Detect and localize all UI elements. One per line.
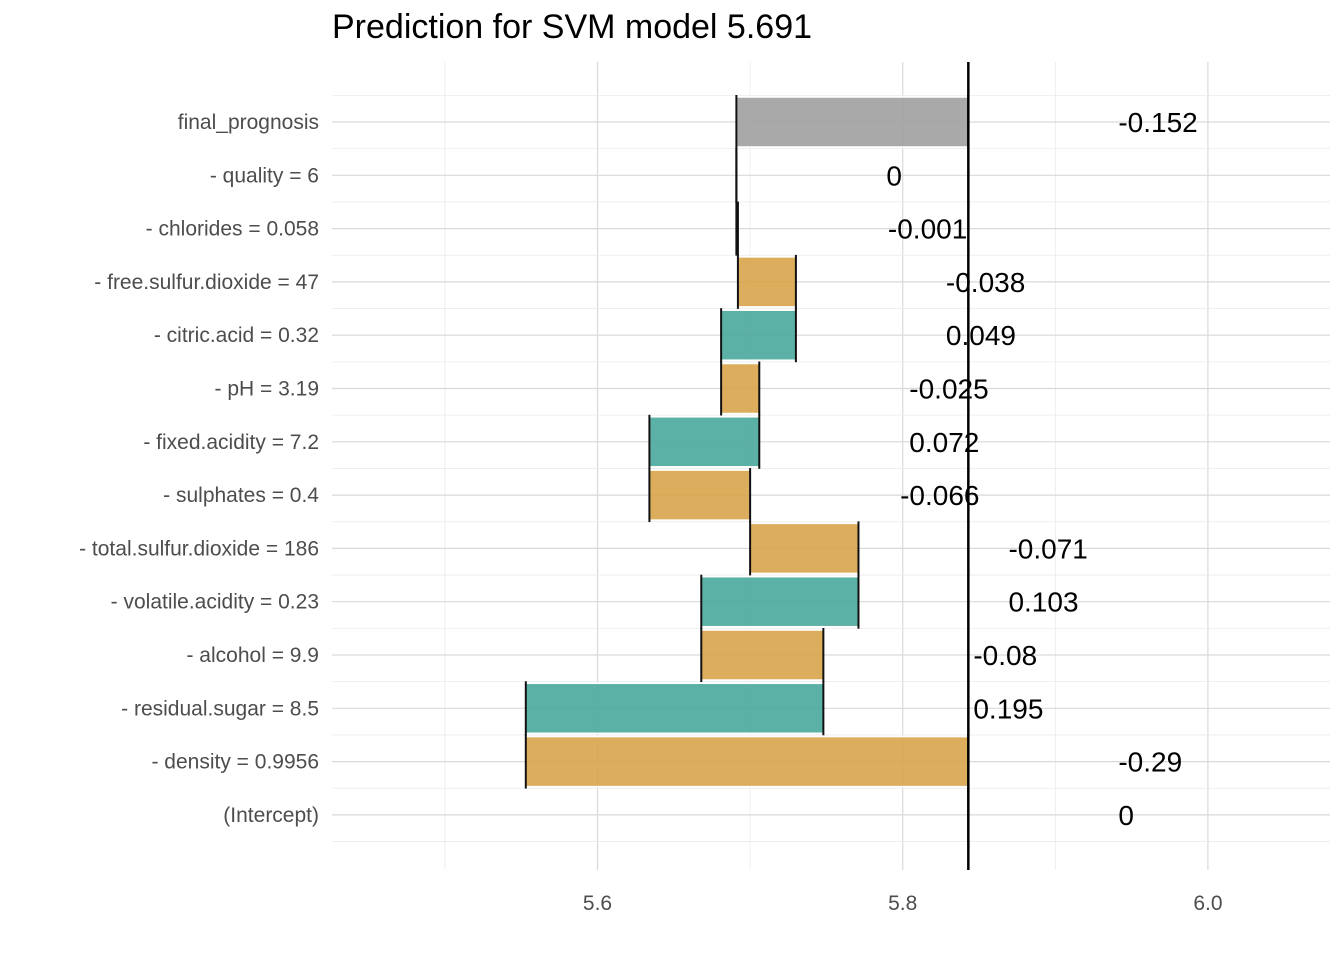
y-tick-label: - total.sulfur.dioxide = 186 bbox=[79, 537, 319, 560]
data-label: -0.038 bbox=[946, 267, 1025, 298]
y-tick-label: - density = 0.9956 bbox=[151, 751, 319, 774]
y-tick-label: - volatile.acidity = 0.23 bbox=[111, 591, 319, 614]
y-tick-label: - quality = 6 bbox=[210, 164, 319, 187]
y-tick-label: - pH = 3.19 bbox=[215, 378, 319, 401]
bar bbox=[648, 416, 761, 468]
bar bbox=[525, 735, 970, 788]
bar bbox=[735, 96, 970, 148]
data-label: 0.195 bbox=[973, 693, 1043, 724]
x-tick-label: 5.8 bbox=[888, 892, 917, 915]
bar bbox=[525, 682, 825, 735]
y-tick-label: - chlorides = 0.058 bbox=[146, 218, 319, 241]
y-tick-label: - sulphates = 0.4 bbox=[163, 484, 319, 507]
data-label: -0.025 bbox=[909, 374, 988, 405]
y-tick-label: - alcohol = 9.9 bbox=[186, 644, 319, 667]
bar bbox=[720, 309, 797, 361]
data-label: -0.071 bbox=[1008, 533, 1087, 564]
bar bbox=[648, 469, 751, 521]
y-tick-label: - citric.acid = 0.32 bbox=[154, 324, 319, 347]
bar bbox=[700, 575, 860, 628]
y-tick-label: - fixed.acidity = 7.2 bbox=[143, 431, 319, 454]
data-label: -0.29 bbox=[1118, 747, 1182, 778]
bar bbox=[700, 629, 825, 681]
x-tick-label: 6.0 bbox=[1193, 892, 1222, 915]
bar bbox=[720, 362, 761, 415]
bar bbox=[749, 522, 860, 575]
y-tick-label: - free.sulfur.dioxide = 47 bbox=[94, 271, 319, 294]
data-label: -0.066 bbox=[900, 480, 979, 511]
data-label: -0.001 bbox=[888, 214, 967, 245]
bar bbox=[737, 256, 797, 308]
data-label: -0.152 bbox=[1118, 107, 1197, 138]
x-tick-label: 5.6 bbox=[583, 892, 612, 915]
y-tick-label: - residual.sugar = 8.5 bbox=[121, 697, 319, 720]
data-label: -0.08 bbox=[973, 640, 1037, 671]
data-label: 0 bbox=[886, 160, 902, 191]
y-tick-label: final_prognosis bbox=[178, 111, 319, 134]
y-tick-label: (Intercept) bbox=[223, 804, 319, 827]
data-label: 0.103 bbox=[1008, 587, 1078, 618]
chart-title: Prediction for SVM model 5.691 bbox=[332, 8, 813, 46]
data-label: 0.049 bbox=[946, 320, 1016, 351]
data-label: 0 bbox=[1118, 800, 1134, 831]
